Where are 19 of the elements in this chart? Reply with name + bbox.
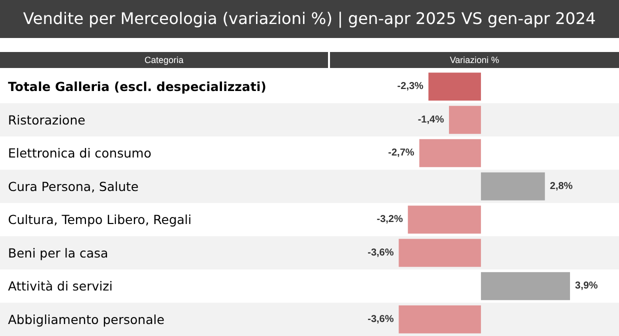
- data-label: -3,6%: [368, 247, 394, 258]
- x-axis-title: Variazioni %: [330, 52, 619, 68]
- chart-title: Vendite per Merceologia (variazioni %) | gen-apr 2025 VS gen-apr 2024: [0, 0, 619, 38]
- y-tick-label: Ristorazione: [8, 112, 86, 128]
- y-tick-label: Cultura, Tempo Libero, Regali: [8, 212, 192, 228]
- y-tick-label: Beni per la casa: [8, 245, 108, 260]
- y-axis-title: Categoria: [0, 52, 328, 68]
- y-tick-label: Totale Galleria (escl. despecializzati): [8, 79, 266, 94]
- y-tick-label: Abbigliamento personale: [8, 312, 165, 327]
- data-label: 2,8%: [550, 180, 573, 192]
- y-tick-label: Attività di servizi: [8, 278, 113, 294]
- data-label: -3,6%: [368, 314, 394, 325]
- data-label: -3,2%: [376, 214, 403, 226]
- data-label: -2,7%: [388, 148, 414, 159]
- data-label: -2,3%: [397, 81, 424, 92]
- y-tick-label: Cura Persona, Salute: [8, 178, 139, 194]
- y-tick-label: Elettronica di consumo: [8, 146, 152, 161]
- data-label: -1,4%: [418, 114, 444, 126]
- data-label: 3,9%: [575, 280, 598, 292]
